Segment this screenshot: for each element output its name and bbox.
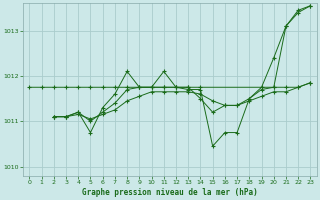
X-axis label: Graphe pression niveau de la mer (hPa): Graphe pression niveau de la mer (hPa)	[82, 188, 258, 197]
